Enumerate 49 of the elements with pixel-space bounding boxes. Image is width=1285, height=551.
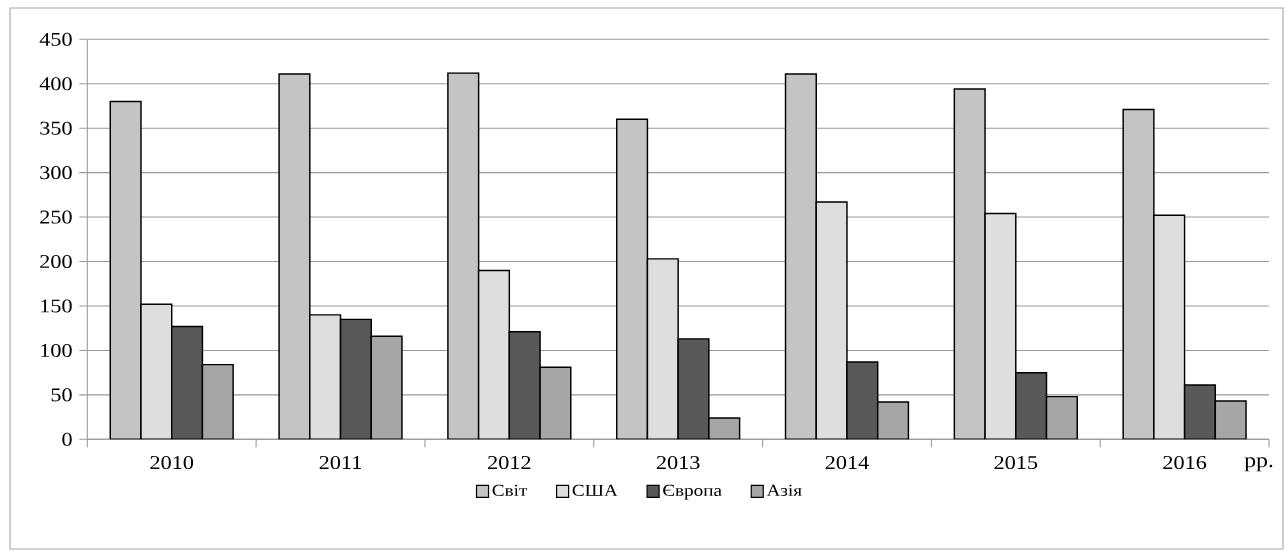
y-tick-label: 350: [40, 121, 72, 135]
bar: [279, 73, 310, 440]
legend-label: Азія: [766, 484, 802, 496]
bar: [1153, 214, 1186, 440]
bar: [171, 326, 203, 440]
bar: [1046, 396, 1078, 440]
bar: [1183, 384, 1217, 440]
x-tick-label: 2016: [1163, 456, 1207, 470]
y-tick-label: 450: [39, 32, 72, 46]
y-tick-label: 400: [39, 77, 72, 91]
bar: [785, 73, 817, 440]
bar: [647, 258, 679, 440]
bar: [1214, 400, 1247, 440]
x-axis-title: рр.: [1244, 457, 1273, 472]
y-tick-label: 50: [51, 388, 72, 402]
x-tick-label: 2011: [319, 456, 362, 470]
bar: [478, 270, 510, 440]
bar: [877, 401, 909, 440]
bar: [202, 364, 234, 440]
y-tick-label: 100: [41, 343, 72, 357]
bar: [110, 101, 141, 440]
y-tick-label: 0: [62, 432, 72, 446]
x-tick-label: 2013: [656, 456, 700, 470]
bar: [1015, 372, 1047, 440]
x-tick-label: 2012: [488, 456, 531, 470]
x-tick-label: 2010: [150, 456, 194, 470]
legend-label: США: [572, 484, 618, 496]
bar: [985, 213, 1016, 440]
y-tick-label: 200: [40, 255, 72, 269]
bar: [140, 304, 172, 440]
bar: [1122, 108, 1155, 440]
bar: [309, 314, 341, 440]
bar: [340, 319, 372, 440]
legend-label: Світ: [492, 484, 528, 496]
bar: [509, 331, 541, 440]
y-tick-label: 300: [40, 166, 72, 180]
x-tick-label: 2014: [825, 456, 869, 470]
bar: [447, 73, 479, 440]
legend-label: Європа: [663, 484, 722, 500]
bar: [846, 361, 878, 440]
bar: [371, 336, 402, 440]
x-tick-label: 2015: [994, 456, 1038, 470]
bar: [678, 338, 709, 440]
bar: [954, 89, 986, 440]
bar: [816, 201, 847, 440]
bar: [616, 119, 648, 440]
y-tick-label: 150: [41, 299, 72, 313]
y-tick-label: 250: [40, 210, 72, 224]
bar: [540, 367, 571, 440]
